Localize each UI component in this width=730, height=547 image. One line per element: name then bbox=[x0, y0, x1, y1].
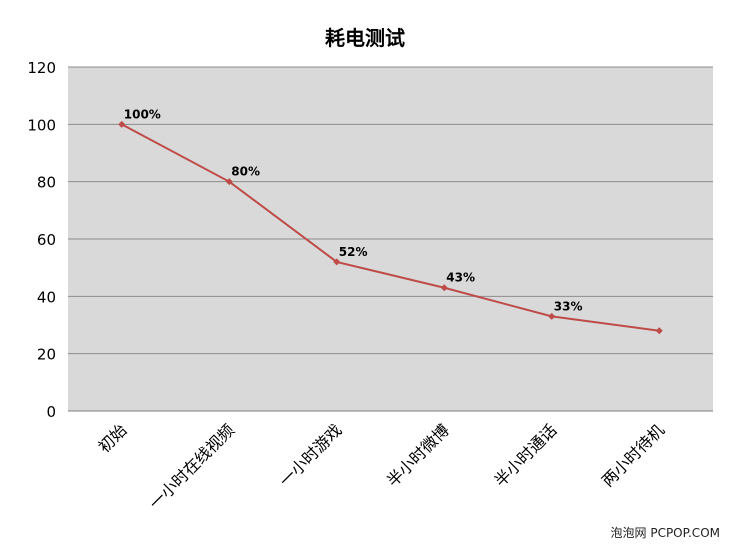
x-tick-label: 一小时在线视频 bbox=[145, 420, 238, 513]
x-tick-label: 半小时通话 bbox=[491, 420, 561, 490]
y-tick-label: 100 bbox=[27, 116, 56, 134]
y-tick-label: 120 bbox=[27, 59, 56, 77]
data-point bbox=[333, 258, 341, 266]
data-label: 52% bbox=[339, 245, 368, 259]
data-point bbox=[655, 327, 663, 335]
x-tick-label: 半小时微博 bbox=[383, 420, 453, 490]
x-tick-label: 两小时待机 bbox=[598, 420, 668, 490]
y-tick-label: 0 bbox=[46, 403, 56, 421]
chart-title: 耗电测试 bbox=[325, 26, 405, 50]
x-tick-label: 一小时游戏 bbox=[276, 420, 346, 490]
data-point bbox=[118, 120, 126, 128]
y-tick-label: 20 bbox=[37, 346, 56, 364]
data-point bbox=[548, 312, 556, 320]
y-tick-label: 40 bbox=[37, 288, 56, 306]
data-label: 43% bbox=[446, 271, 475, 285]
y-tick-label: 60 bbox=[37, 231, 56, 249]
series-line bbox=[121, 123, 660, 332]
data-label: 100% bbox=[124, 107, 161, 121]
x-tick-label: 初始 bbox=[95, 420, 131, 456]
watermark: 泡泡网 PCPOP.COM bbox=[610, 526, 720, 540]
data-point bbox=[225, 178, 233, 186]
data-label: 33% bbox=[554, 299, 583, 313]
y-tick-label: 80 bbox=[37, 174, 56, 192]
data-label: 80% bbox=[231, 165, 260, 179]
data-point bbox=[440, 284, 448, 292]
